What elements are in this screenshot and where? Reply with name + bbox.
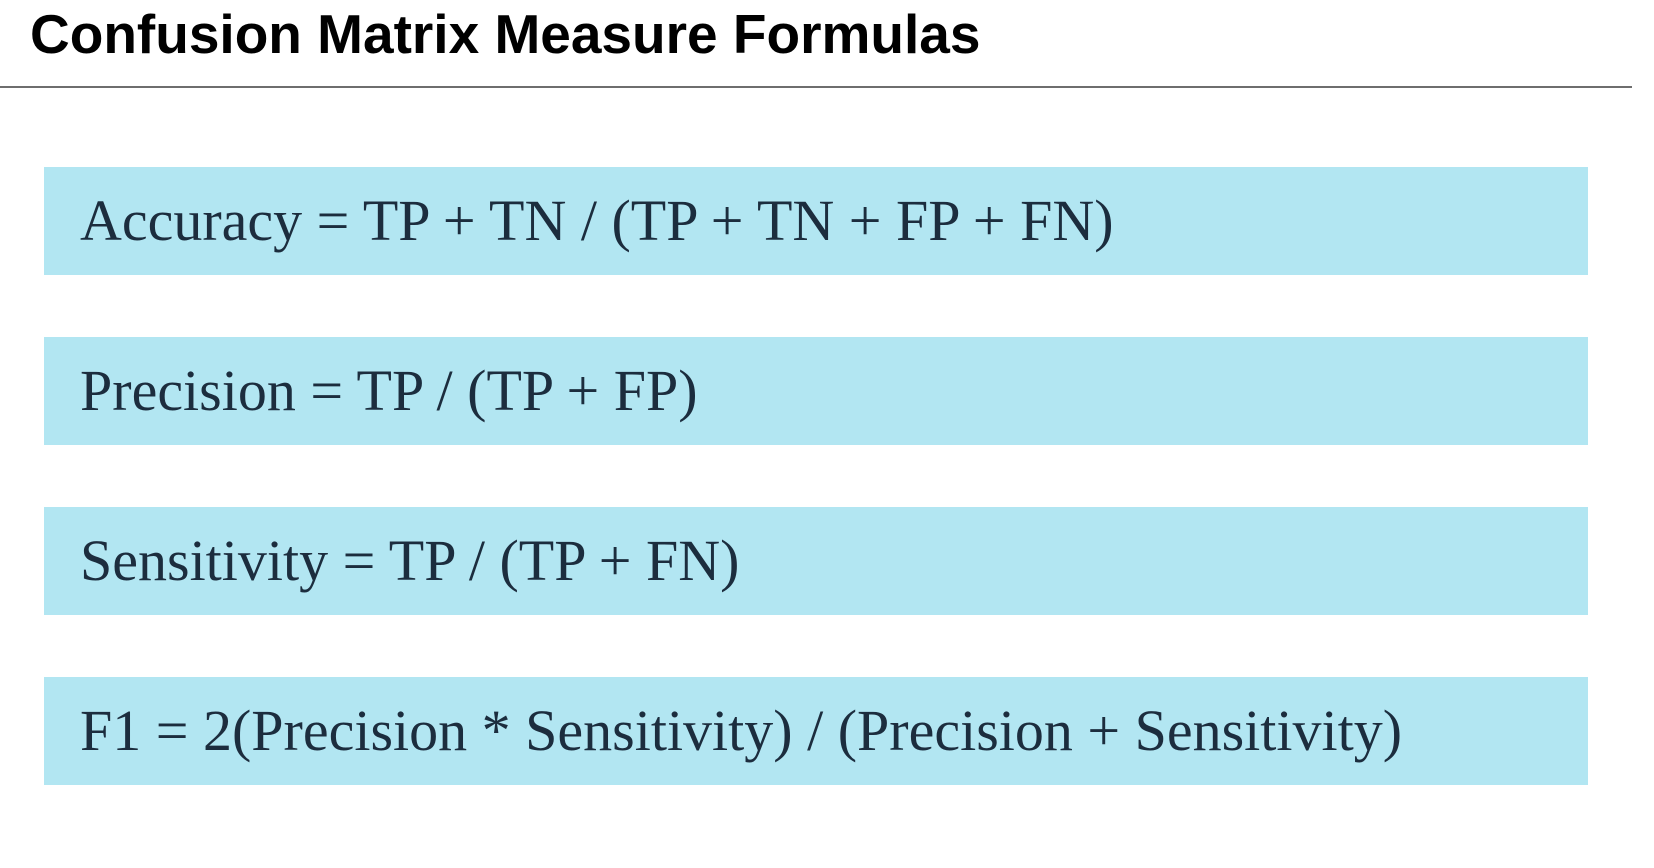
formula-f1: F1 = 2(Precision * Sensitivity) / (Preci… xyxy=(80,698,1403,763)
formula-sensitivity: Sensitivity = TP / (TP + FN) xyxy=(80,528,740,593)
formula-box-f1: F1 = 2(Precision * Sensitivity) / (Preci… xyxy=(44,677,1588,785)
formula-box-precision: Precision = TP / (TP + FP) xyxy=(44,337,1588,445)
formula-list: Accuracy = TP + TN / (TP + TN + FP + FN)… xyxy=(44,167,1588,847)
page-title: Confusion Matrix Measure Formulas xyxy=(30,3,981,65)
formula-accuracy: Accuracy = TP + TN / (TP + TN + FP + FN) xyxy=(80,188,1114,253)
formula-box-sensitivity: Sensitivity = TP / (TP + FN) xyxy=(44,507,1588,615)
formula-precision: Precision = TP / (TP + FP) xyxy=(80,358,698,423)
title-divider xyxy=(0,86,1632,88)
formula-box-accuracy: Accuracy = TP + TN / (TP + TN + FP + FN) xyxy=(44,167,1588,275)
